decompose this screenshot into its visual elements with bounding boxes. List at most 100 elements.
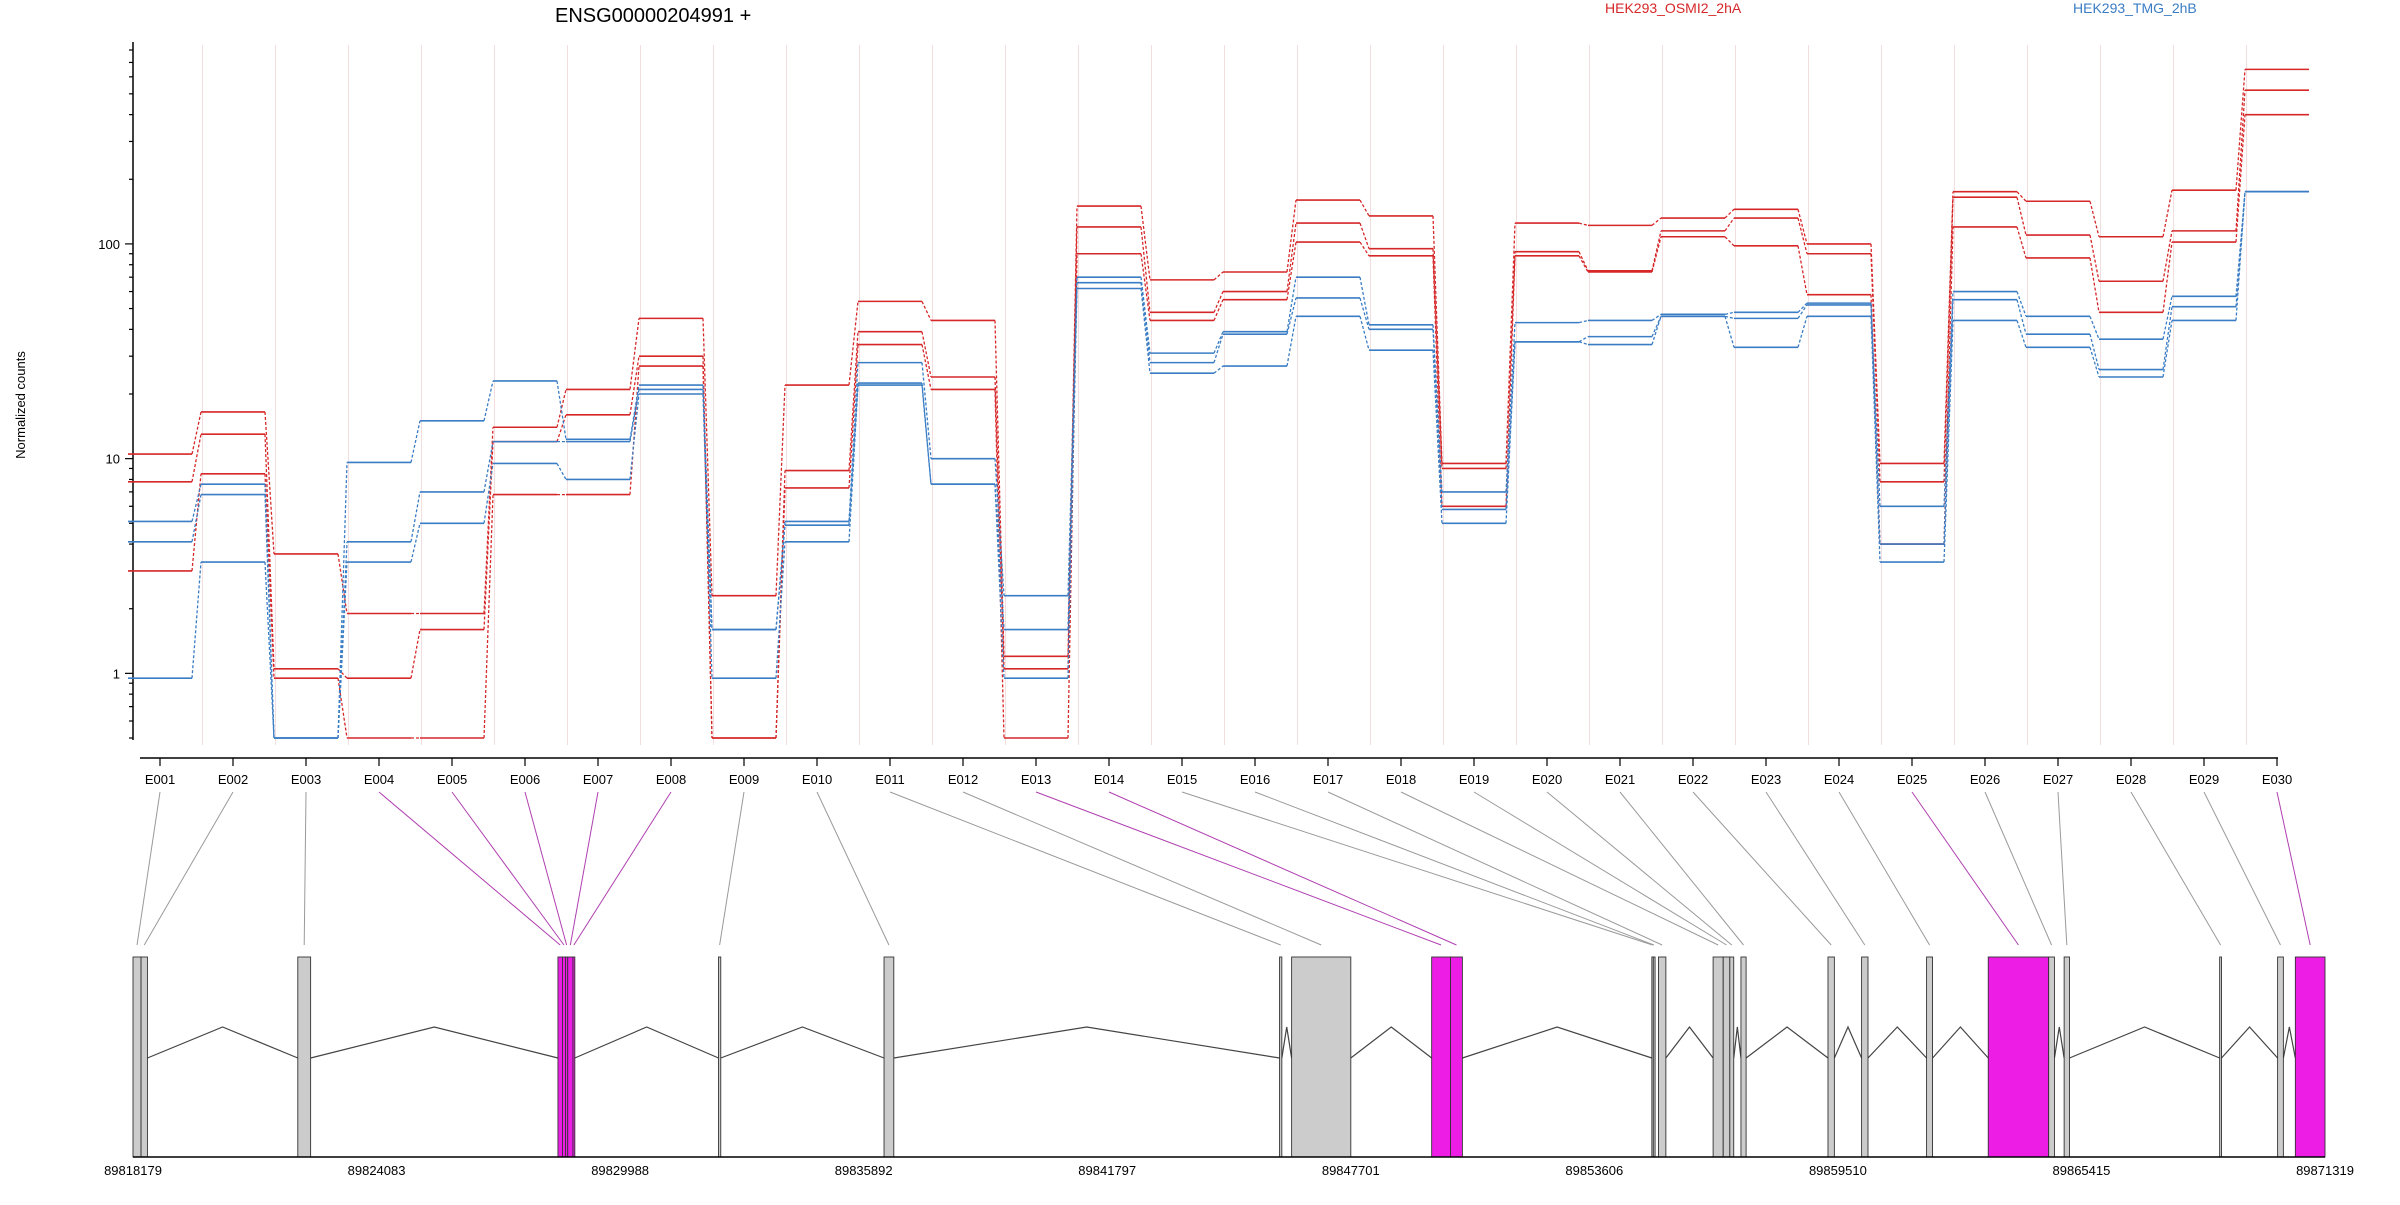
exon-map-line — [1473, 791, 1727, 946]
coord-label: 89829988 — [591, 1163, 649, 1178]
exon-box — [1987, 956, 2050, 1158]
series-connector — [1651, 217, 1662, 226]
exon-map-line — [524, 791, 568, 946]
series-connector — [264, 411, 275, 554]
exon-map-line — [136, 791, 161, 946]
x-tick-label: E021 — [1605, 772, 1635, 787]
exon-map-line — [1035, 791, 1442, 946]
series-connector — [483, 494, 494, 739]
series-connector — [994, 389, 1005, 739]
series-connector — [1943, 299, 1954, 545]
intron-connector — [310, 1026, 559, 1059]
series-connector — [2016, 226, 2027, 259]
exon-map-line — [1108, 791, 1457, 946]
exon-box — [1861, 956, 1869, 1158]
series-connector — [1140, 277, 1151, 354]
intron-connector — [1867, 1026, 1928, 1059]
exon-box — [1827, 956, 1835, 1158]
series-connector — [2162, 320, 2173, 378]
series-connector — [1578, 336, 1589, 343]
exon-map-line — [1984, 791, 2053, 946]
x-tick-label: E023 — [1751, 772, 1781, 787]
intron-connector — [1745, 1026, 1829, 1059]
exon-box — [2277, 956, 2284, 1158]
exon-box — [132, 956, 142, 1158]
x-tick-label: E016 — [1240, 772, 1270, 787]
exon-map-line — [2057, 791, 2068, 946]
exon-map-line — [1619, 791, 1744, 946]
series-connector — [1797, 209, 1808, 245]
x-tick-label: E003 — [291, 772, 321, 787]
exon-map-line — [1181, 791, 1653, 946]
exon-box — [1740, 956, 1747, 1158]
series-connector — [1651, 316, 1662, 337]
exon-box — [1431, 956, 1451, 1158]
exon-map-line — [1838, 791, 1930, 946]
exon-box — [1652, 956, 1656, 1158]
series-connector — [1140, 253, 1151, 321]
series-connector — [191, 561, 202, 679]
series-connector — [1359, 277, 1370, 325]
series-connector — [1432, 248, 1443, 469]
exon-map-line — [1911, 791, 2019, 946]
exon-map-line — [1546, 791, 1733, 946]
series-connector — [1870, 316, 1881, 563]
series-connector — [1651, 313, 1662, 322]
exon-map-line — [143, 791, 234, 946]
series-connector — [1505, 341, 1516, 524]
series-connector — [2089, 201, 2100, 237]
series-connector — [2162, 296, 2173, 340]
series-connector — [2235, 69, 2246, 191]
exon-box — [567, 956, 574, 1158]
series-connector — [1578, 341, 1589, 346]
intron-connector — [720, 1026, 885, 1059]
x-tick-label: E013 — [1021, 772, 1051, 787]
exon-map-line — [573, 791, 672, 946]
series-connector — [1724, 316, 1735, 348]
series-connector — [1286, 316, 1297, 367]
series-connector — [2016, 299, 2027, 335]
series-connector — [1359, 222, 1370, 249]
exon-box — [2219, 956, 2222, 1158]
exon-box — [1657, 956, 1667, 1158]
series-connector — [1213, 271, 1224, 281]
coord-label: 89859510 — [1809, 1163, 1867, 1178]
series-connector — [848, 344, 859, 489]
series-connector — [994, 484, 1005, 630]
series-connector — [337, 553, 348, 614]
x-tick-label: E015 — [1167, 772, 1197, 787]
series-connector — [775, 541, 786, 679]
exon-box — [1926, 956, 1934, 1158]
series-connector — [2016, 191, 2027, 202]
exon-map-line — [2276, 791, 2311, 946]
series-connector — [2235, 191, 2246, 321]
series-connector — [337, 561, 348, 739]
series-connector — [629, 393, 640, 480]
x-tick-label: E005 — [437, 772, 467, 787]
x-tick-label: E017 — [1313, 772, 1343, 787]
intron-connector — [2221, 1026, 2279, 1059]
exon-map-line — [889, 791, 1281, 946]
exon-map-line — [719, 791, 745, 946]
gene-model — [132, 956, 2326, 1158]
intron-connector — [147, 1026, 299, 1059]
series-connector — [2089, 333, 2100, 370]
x-tick-label: E027 — [2043, 772, 2073, 787]
series-connector — [921, 362, 932, 459]
series-connector — [1505, 251, 1516, 469]
x-tick-label: E030 — [2262, 772, 2292, 787]
series-connector — [410, 420, 421, 463]
series-connector — [629, 389, 640, 442]
series-connector — [775, 525, 786, 630]
series-connector — [191, 494, 202, 542]
x-tick-label: E029 — [2189, 772, 2219, 787]
series-connector — [1359, 316, 1370, 351]
x-tick-label: E026 — [1970, 772, 2000, 787]
exon-box — [2294, 956, 2326, 1158]
series-connector — [1359, 297, 1370, 330]
series-connector — [1651, 236, 1662, 273]
series-connector — [994, 458, 1005, 596]
exon-box — [883, 956, 895, 1158]
series-connector — [629, 356, 640, 415]
series-connector — [2016, 291, 2027, 317]
